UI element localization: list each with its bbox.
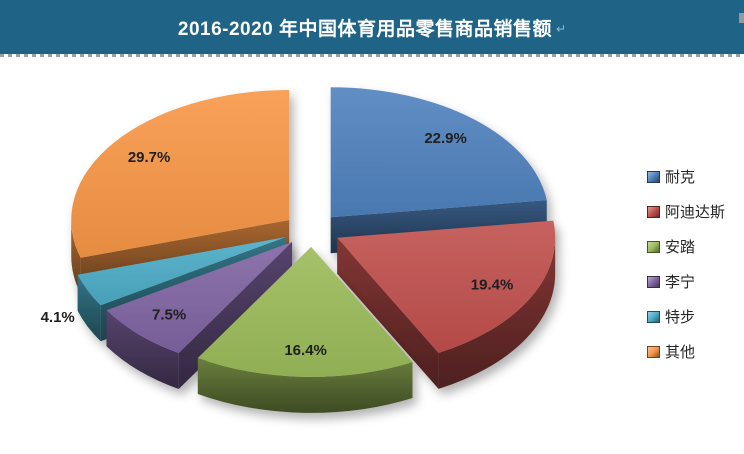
slice-top-face bbox=[71, 89, 290, 258]
legend-item-5[interactable]: 其他 bbox=[647, 340, 725, 363]
slice-data-label: 22.9% bbox=[424, 130, 467, 147]
legend-key-swatch bbox=[647, 310, 660, 323]
slice-data-label: 16.4% bbox=[284, 342, 327, 359]
pie-slice-1[interactable] bbox=[337, 220, 556, 389]
legend-key-swatch bbox=[647, 345, 660, 358]
pie-slice-2[interactable] bbox=[197, 246, 413, 413]
slice-rim-face bbox=[197, 357, 413, 413]
legend-item-label: 特步 bbox=[665, 309, 696, 326]
slice-data-label: 19.4% bbox=[471, 277, 514, 294]
slice-top-face bbox=[106, 241, 293, 354]
legend-item-label: 李宁 bbox=[665, 274, 696, 291]
legend-item-2[interactable]: 安踏 bbox=[647, 235, 725, 258]
slice-top-face bbox=[77, 236, 287, 306]
slice-top-face bbox=[337, 220, 556, 353]
legend-key-swatch bbox=[647, 170, 660, 183]
legend-item-0[interactable]: 耐克 bbox=[647, 165, 725, 188]
legend-item-4[interactable]: 特步 bbox=[647, 305, 725, 328]
slice-top-face bbox=[197, 246, 413, 377]
legend-item-label: 安踏 bbox=[665, 239, 696, 256]
slice-data-label: 4.1% bbox=[41, 309, 75, 326]
slice-rim-face bbox=[77, 274, 101, 342]
chart-title: 2016-2020 年中国体育用品零售商品销售额 bbox=[177, 18, 553, 40]
chart-legend: 耐克阿迪达斯安踏李宁特步其他 bbox=[647, 165, 725, 363]
paragraph-mark: ↵ bbox=[556, 22, 567, 36]
title-banner: 2016-2020 年中国体育用品零售商品销售额 ↵ bbox=[0, 0, 744, 54]
slice-rim-face bbox=[438, 237, 556, 389]
slice-data-label: 7.5% bbox=[152, 307, 186, 324]
legend-item-label: 耐克 bbox=[665, 169, 696, 186]
legend-item-1[interactable]: 阿迪达斯 bbox=[647, 200, 725, 223]
slice-data-labels: 22.9% 19.4% 16.4% 7.5% 4.1% 29.7% bbox=[41, 130, 514, 359]
textbox-dashed-border bbox=[0, 54, 744, 57]
legend-item-label: 阿迪达斯 bbox=[665, 204, 726, 221]
slice-rim-face bbox=[106, 310, 179, 390]
slice-data-label: 29.7% bbox=[128, 149, 171, 166]
legend-item-label: 其他 bbox=[665, 344, 696, 361]
legend-key-swatch bbox=[647, 275, 660, 288]
legend-key-swatch bbox=[647, 205, 660, 218]
textbox-resize-handle[interactable] bbox=[739, 13, 744, 23]
legend-item-3[interactable]: 李宁 bbox=[647, 270, 725, 293]
slice-side-face bbox=[337, 237, 439, 389]
slice-top-face bbox=[330, 87, 547, 218]
legend-key-swatch bbox=[647, 240, 660, 253]
